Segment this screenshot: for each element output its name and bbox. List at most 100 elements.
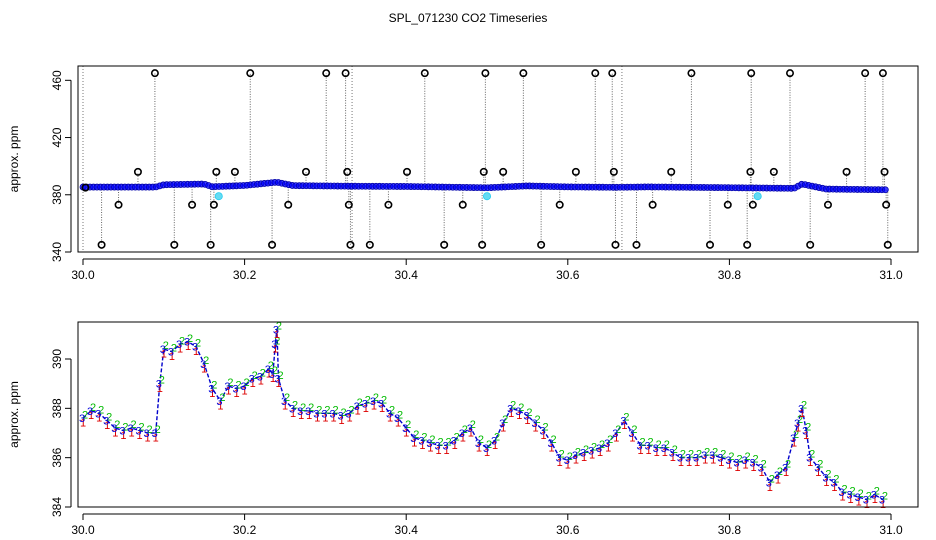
outlier-point: [723, 200, 732, 209]
y-tick-label: 420: [50, 127, 64, 147]
series-marker-3: 3: [596, 443, 602, 455]
series-marker-2: 2: [551, 434, 557, 446]
series-marker-3: 3: [434, 440, 440, 452]
series-marker-1: 1: [751, 462, 757, 474]
series-marker-1: 1: [330, 413, 336, 425]
series-marker-1: 1: [322, 413, 328, 425]
series-marker-3: 3: [192, 342, 198, 354]
series-marker-2: 2: [672, 444, 678, 456]
outlier-point: [861, 69, 870, 78]
series-marker-3: 3: [168, 347, 174, 359]
series-marker-3: 3: [321, 408, 327, 420]
series-marker-3: 3: [289, 403, 295, 415]
outlier-point: [608, 69, 617, 78]
outlier-point: [706, 240, 715, 249]
series-marker-1: 1: [209, 388, 215, 400]
series-marker-3: 3: [677, 453, 683, 465]
series-marker-3: 3: [103, 416, 109, 428]
series-marker-2: 2: [195, 338, 201, 350]
series-marker-1: 1: [549, 442, 555, 454]
x-tick-label: 30.2: [233, 268, 257, 282]
series-marker-1: 1: [686, 457, 692, 469]
series-marker-1: 1: [266, 368, 272, 380]
outlier-point: [667, 167, 676, 176]
series-marker-3: 3: [645, 440, 651, 452]
series-marker-1: 1: [710, 455, 716, 467]
series-marker-1: 1: [718, 457, 724, 469]
x-tick-label: 30.6: [556, 268, 580, 282]
outlier-point: [268, 240, 277, 249]
series-marker-1: 1: [484, 447, 490, 459]
series-marker-1: 1: [290, 408, 296, 420]
series-marker-3: 3: [87, 406, 93, 418]
series-marker-3: 3: [208, 384, 214, 396]
series-marker-3: 3: [394, 413, 400, 425]
series-marker-3: 3: [879, 495, 885, 507]
series-marker-2: 2: [219, 392, 225, 404]
series-marker-1: 1: [726, 460, 732, 472]
series-marker-3: 3: [241, 381, 247, 393]
series-marker-2: 2: [809, 449, 815, 461]
series-marker-2: 2: [753, 454, 759, 466]
series-marker-3: 3: [269, 369, 275, 381]
series-marker-2: 2: [114, 419, 120, 431]
series-marker-3: 3: [410, 433, 416, 445]
series-marker-3: 3: [564, 455, 570, 467]
series-marker-3: 3: [156, 379, 162, 391]
outlier-point: [344, 200, 353, 209]
series-marker-3: 3: [802, 426, 808, 438]
series-marker-1: 1: [621, 420, 627, 432]
series-marker-1: 1: [185, 341, 191, 353]
series-marker-2: 2: [454, 432, 460, 444]
series-marker-2: 2: [631, 424, 637, 436]
outlier-point: [150, 69, 159, 78]
series-marker-2: 2: [559, 449, 565, 461]
series-marker-1: 1: [872, 494, 878, 506]
series-marker-3: 3: [766, 477, 772, 489]
series-marker-3: 3: [790, 433, 796, 445]
highlight-point: [753, 192, 762, 201]
outlier-point: [478, 240, 487, 249]
series-marker-1: 1: [145, 432, 151, 444]
series-marker-3: 3: [636, 440, 642, 452]
series-marker-2: 2: [324, 404, 330, 416]
series-marker-1: 1: [759, 467, 765, 479]
y-tick-label: 390: [50, 349, 64, 369]
series-marker-3: 3: [725, 455, 731, 467]
series-marker-1: 1: [468, 428, 474, 440]
series-marker-3: 3: [274, 374, 280, 386]
series-marker-1: 1: [80, 418, 86, 430]
plot-frame: [77, 65, 919, 253]
series-marker-3: 3: [451, 435, 457, 447]
series-marker-2: 2: [639, 436, 645, 448]
outlier-point: [769, 167, 778, 176]
series-marker-3: 3: [79, 413, 85, 425]
series-marker-1: 1: [848, 494, 854, 506]
series-marker-3: 3: [216, 396, 222, 408]
series-marker-2: 2: [728, 451, 734, 463]
series-marker-3: 3: [588, 445, 594, 457]
series-marker-1: 1: [225, 386, 231, 398]
x-tick-label: 30.0: [71, 268, 95, 282]
series-marker-1: 1: [177, 344, 183, 356]
x-tick-label: 30.4: [395, 523, 419, 537]
series-marker-2: 2: [623, 412, 629, 424]
series-marker-2: 2: [90, 402, 96, 414]
series-marker-3: 3: [822, 472, 828, 484]
series-marker-2: 2: [437, 436, 443, 448]
series-marker-2: 2: [159, 375, 165, 387]
series-marker-1: 1: [161, 349, 167, 361]
series-marker-3: 3: [305, 406, 311, 418]
x-tick-label: 30.4: [395, 268, 419, 282]
series-marker-3: 3: [386, 408, 392, 420]
series-marker-3: 3: [346, 408, 352, 420]
series-marker-1: 1: [839, 492, 845, 504]
series-marker-1: 1: [629, 432, 635, 444]
outlier-point: [341, 69, 350, 78]
series-marker-1: 1: [250, 378, 256, 390]
series-marker-1: 1: [508, 408, 514, 420]
series-marker-3: 3: [685, 453, 691, 465]
outlier-point: [748, 200, 757, 209]
series-marker-2: 2: [825, 469, 831, 481]
